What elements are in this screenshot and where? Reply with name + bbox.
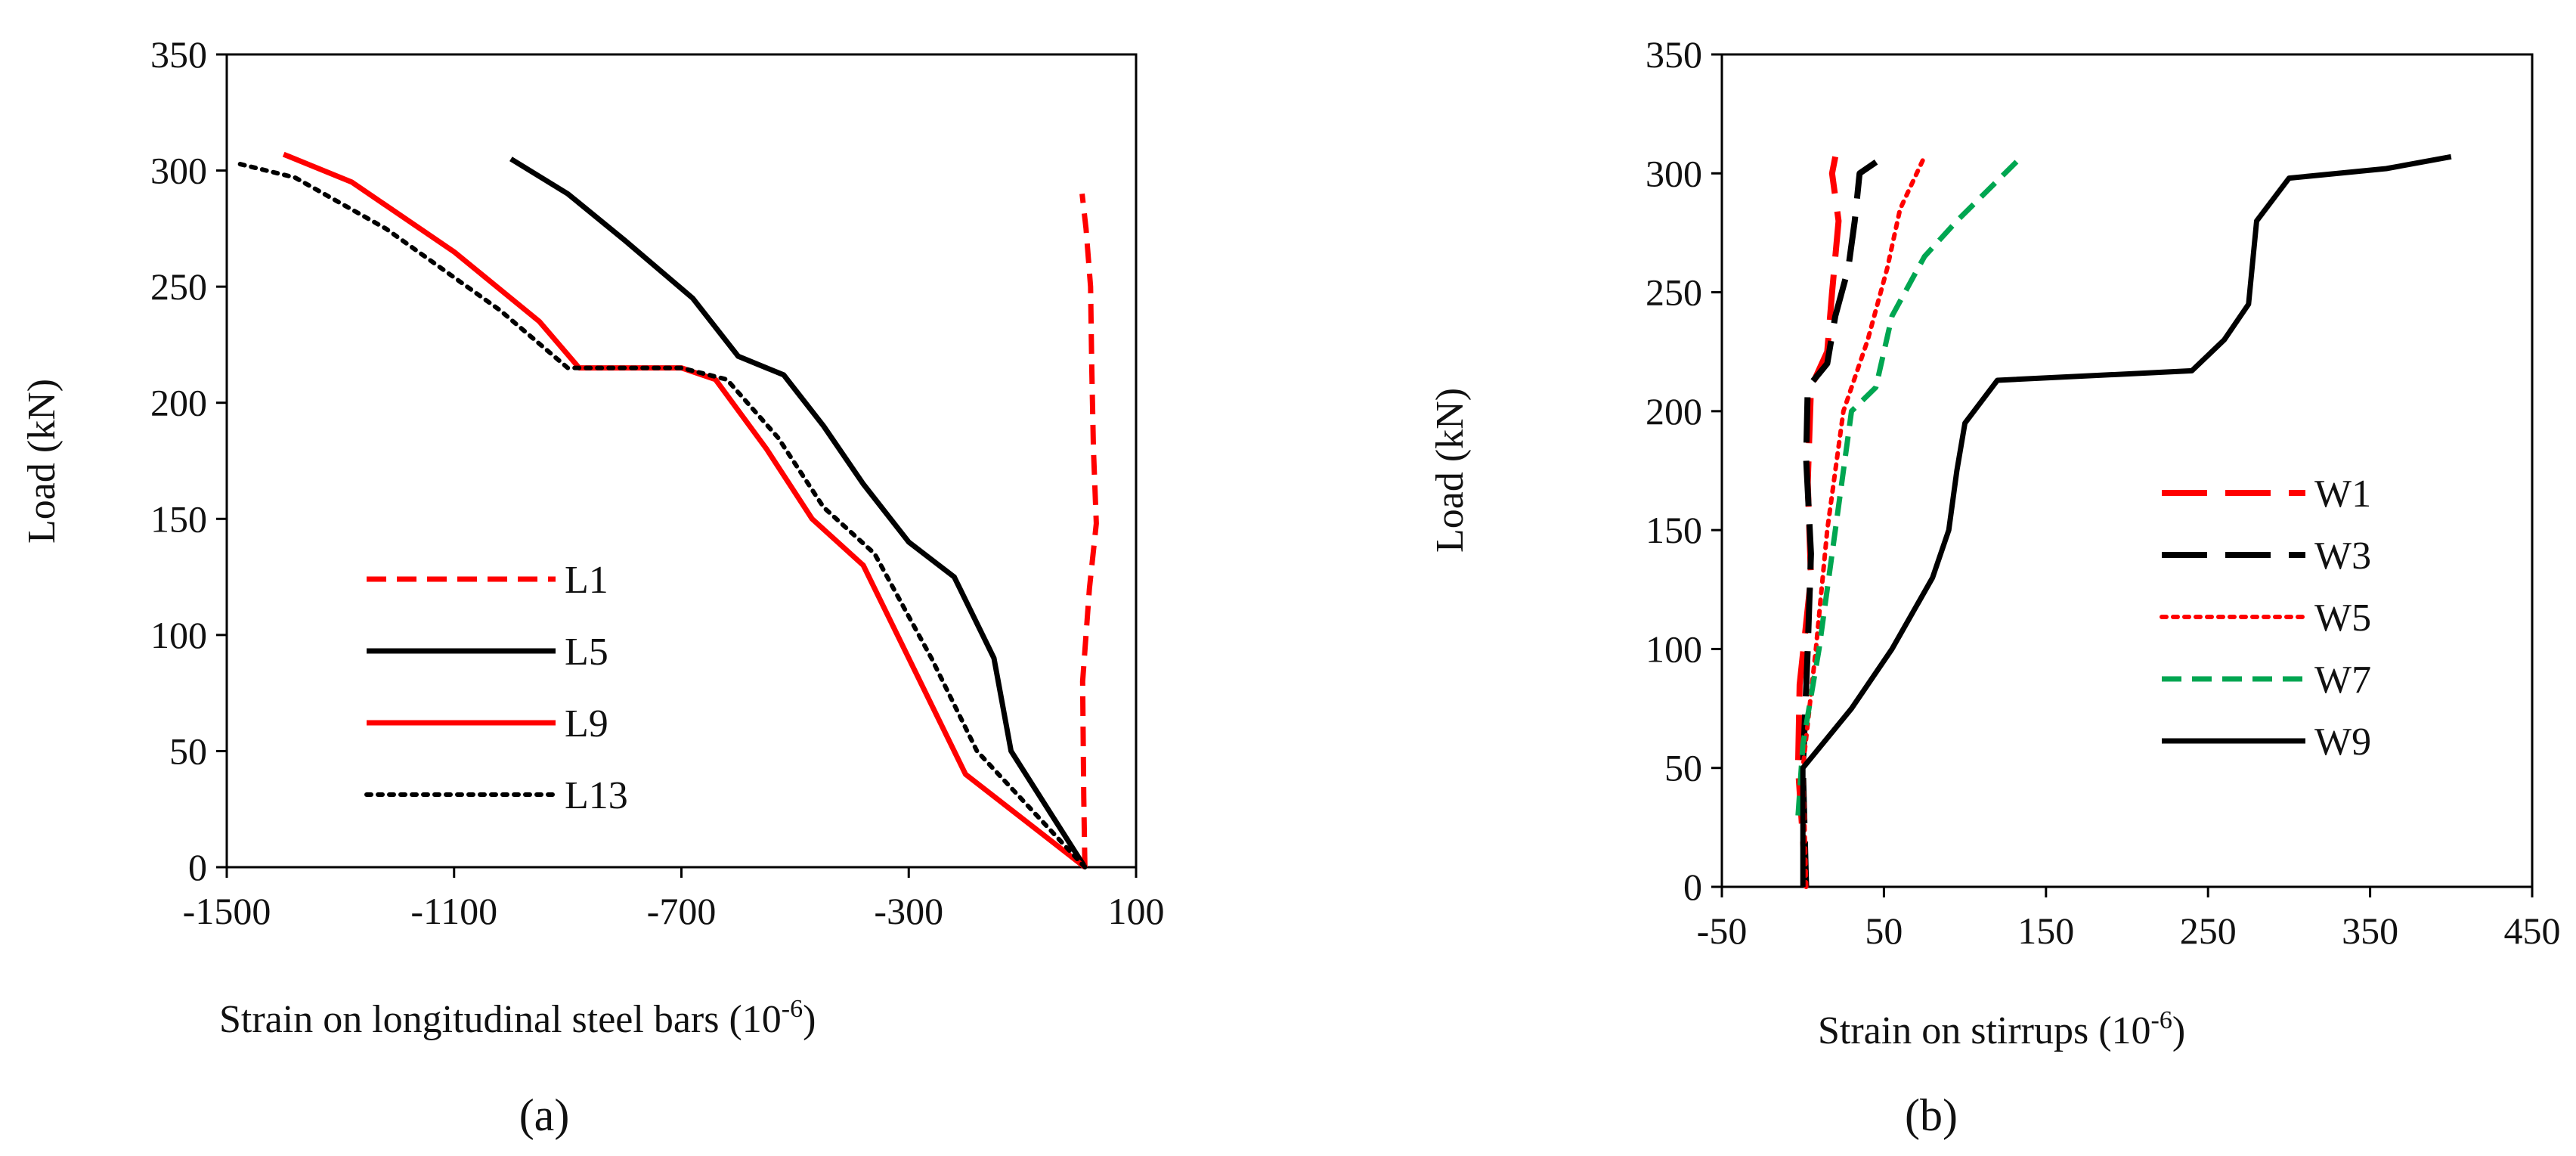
chart-b-x-tick-label: 450 [2504,910,2561,952]
chart-b-y-tick-label: 150 [1646,509,1702,551]
chart-b-y-tick-label: 100 [1646,628,1702,670]
chart-a-x-tick-label: -1500 [183,890,271,932]
chart-b-y-tick-label: 250 [1646,271,1702,314]
chart-a-y-axis: 0 50 100 150 200 250 300 350 [150,33,227,888]
chart-a-legend: L1 L5 L9 L13 [364,559,628,817]
chart-b-x-axis-label-end: ) [2172,1009,2185,1052]
chart-a-legend-label-l5: L5 [565,631,608,674]
chart-a-y-tick-label: 150 [150,497,207,540]
chart-a-y-tick-label: 50 [169,730,207,772]
chart-b-x-axis-label: Strain on stirrups (10-6) [1818,1006,2185,1052]
chart-a-x-axis-label-main: Strain on longitudinal steel bars (10 [219,998,782,1041]
chart-a-y-tick-label: 300 [150,150,207,192]
chart-b-y-tick-label: 300 [1646,152,1702,194]
chart-a-series-l1 [1079,193,1099,868]
chart-b-y-tick-label: 200 [1646,390,1702,432]
chart-b-x-tick-label: 350 [2342,910,2398,952]
chart-a-x-axis-label-sup: -6 [782,995,803,1023]
chart-a-y-tick-label: 100 [150,614,207,656]
chart-a-series-l5 [509,157,1088,869]
chart-a-x-tick-label: -700 [647,890,717,932]
chart-a-x-tick-label: 100 [1108,890,1165,932]
chart-b-y-axis: 0 50 100 150 200 250 300 350 [1646,33,1722,908]
chart-b-legend-label-w3: W3 [2314,535,2371,578]
chart-b-series-w3 [1800,153,1886,888]
chart-b-series-w5 [1800,154,1927,889]
chart-a-x-axis-label: Strain on longitudinal steel bars (10-6) [219,995,816,1041]
chart-a-legend-label-l9: L9 [565,702,608,745]
chart-b-x-axis-label-sup: -6 [2151,1006,2172,1034]
chart-b-legend: W1 W3 W5 W7 W9 [2160,473,2371,764]
chart-a-y-tick-label: 250 [150,265,207,308]
chart-a-legend-label-l13: L13 [565,774,628,817]
chart-b-y-tick-label: 0 [1683,866,1702,908]
chart-a-panel-label: (a) [519,1090,570,1140]
chart-b-x-tick-label: -50 [1697,910,1748,952]
chart-a-x-tick-label: -1100 [410,890,497,932]
chart-b-series-w7 [1795,154,2024,816]
chart-a-x-tick-label: -300 [874,890,943,932]
chart-b-x-tick-label: 150 [2017,910,2074,952]
chart-b-plot-area [1720,53,2534,888]
chart-a-plot-area [225,53,1138,869]
chart-b-x-tick-label: 50 [1865,910,1903,952]
chart-b-x-tick-label: 250 [2180,910,2237,952]
chart-b-series-w9 [1800,153,2452,887]
chart-b-y-tick-label: 350 [1646,33,1702,76]
chart-a-x-axis: -1500 -1100 -700 -300 100 [183,867,1165,932]
chart-a-y-tick-label: 200 [150,382,207,424]
chart-b-legend-label-w9: W9 [2314,721,2371,764]
chart-b-x-axis-label-main: Strain on stirrups (10 [1818,1009,2151,1052]
chart-b-legend-label-w5: W5 [2314,597,2371,640]
chart-b-y-axis-label: Load (kN) [1429,388,1472,553]
chart-b-y-tick-label: 50 [1664,747,1702,789]
chart-a-y-tick-label: 350 [150,33,207,76]
chart-a-y-tick-label: 0 [188,846,207,888]
chart-a-legend-label-l1: L1 [565,559,608,602]
chart-a-series-l9 [282,151,1087,869]
chart-a-series-group [236,151,1099,869]
chart-b-series-group [1794,153,2452,889]
chart-b-x-axis: -50 50 150 250 350 450 [1697,887,2561,952]
chart-b-panel-label: (b) [1905,1090,1958,1140]
chart-b-legend-label-w1: W1 [2314,473,2371,516]
chart-b-legend-label-w7: W7 [2314,659,2371,702]
chart-a-y-axis-label: Load (kN) [20,379,63,544]
chart-a-x-axis-label-end: ) [803,998,816,1041]
chart-a: 0 50 100 150 200 250 300 350 -1500 -1100 -700 -300… [20,33,1165,1140]
chart-a-series-l13 [236,161,1088,869]
